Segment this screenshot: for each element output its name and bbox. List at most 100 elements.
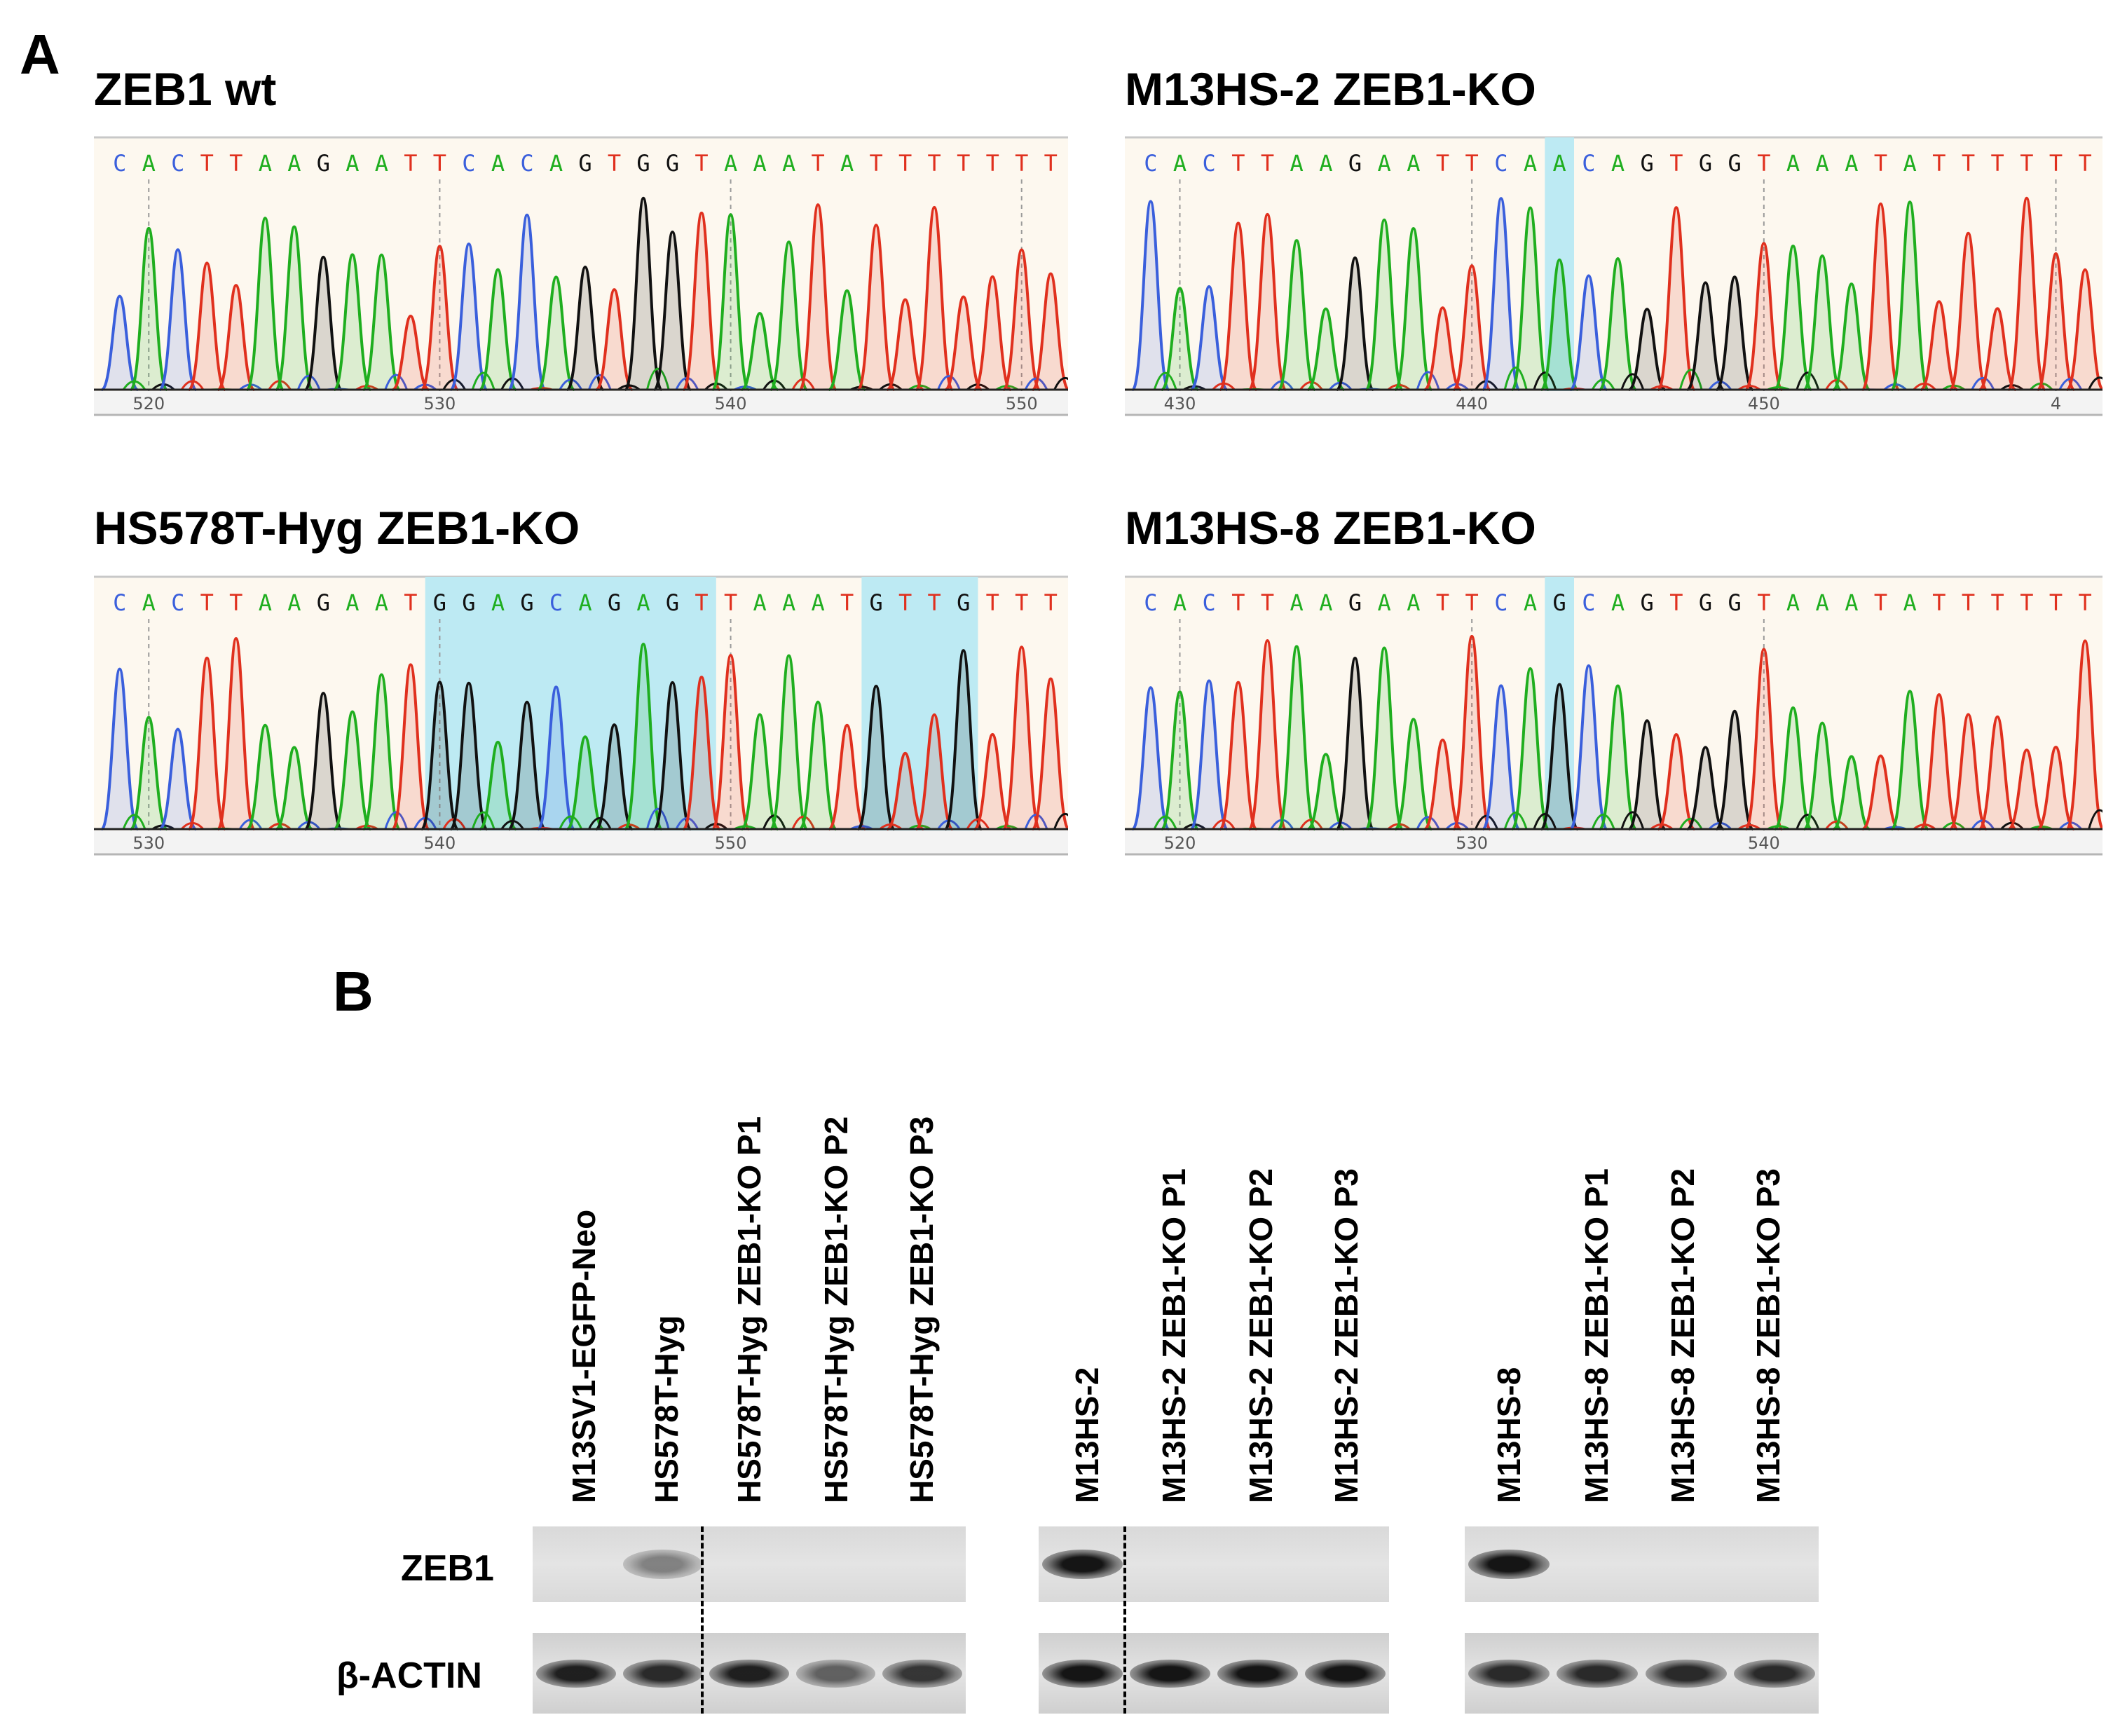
- trace-peak: [624, 196, 663, 391]
- base-call: A: [491, 150, 505, 177]
- position-tick-label: 540: [1748, 833, 1780, 853]
- trace-peak: [187, 261, 226, 391]
- lane-label: M13HS-8 ZEB1-KO P1: [1578, 1168, 1615, 1503]
- base-call: G: [1348, 589, 1362, 616]
- base-call: T: [1015, 589, 1028, 616]
- base-call: C: [1144, 150, 1157, 177]
- trace-peak: [362, 673, 402, 831]
- trace-peak: [1569, 274, 1608, 391]
- trace-peak: [1744, 648, 1784, 831]
- base-call: A: [1845, 150, 1858, 177]
- base-call: A: [259, 150, 272, 177]
- trace-peak: [682, 211, 721, 391]
- trace-peak: [828, 723, 866, 831]
- base-call: A: [1786, 589, 1800, 616]
- trace-peak: [1247, 212, 1287, 391]
- base-call: T: [1669, 150, 1683, 177]
- base-call: T: [2020, 150, 2033, 177]
- base-call: G: [1728, 589, 1742, 616]
- base-call: G: [520, 589, 533, 616]
- base-call: T: [1261, 589, 1274, 616]
- trace-peak: [1002, 645, 1041, 831]
- base-call: C: [171, 589, 184, 616]
- base-call: G: [1728, 150, 1742, 177]
- trace-peak: [594, 723, 634, 831]
- trace-peak: [1832, 755, 1871, 831]
- blot-band: [622, 1550, 703, 1579]
- base-call: A: [375, 150, 388, 177]
- trace-peak: [1685, 281, 1725, 391]
- trace-peak: [1715, 709, 1754, 831]
- base-call: A: [259, 589, 272, 616]
- trace-peak: [1744, 242, 1784, 391]
- trace-peak: [1628, 308, 1667, 391]
- base-call: A: [1903, 589, 1917, 616]
- trace-peak: [1335, 256, 1375, 391]
- trace-peak: [1510, 206, 1550, 391]
- trace-peak: [420, 681, 460, 831]
- trace-peak: [1219, 681, 1258, 831]
- base-call: T: [229, 589, 242, 616]
- trace-peak: [100, 294, 139, 391]
- base-call: G: [1699, 589, 1712, 616]
- base-call: T: [1874, 589, 1887, 616]
- trace-peak: [973, 732, 1012, 831]
- blot-band: [535, 1659, 616, 1688]
- base-call: T: [986, 589, 999, 616]
- trace-peak: [566, 735, 604, 831]
- base-call: G: [433, 589, 446, 616]
- blot-zeb1-group2: [1039, 1526, 1389, 1602]
- splice-divider: [701, 1526, 704, 1714]
- trace-peak: [886, 751, 924, 831]
- base-call: T: [1436, 589, 1449, 616]
- trace-peak: [1482, 197, 1521, 391]
- base-call: A: [578, 589, 591, 616]
- base-call: T: [1757, 589, 1770, 616]
- trace-peak: [536, 685, 576, 831]
- base-call: C: [462, 150, 475, 177]
- base-call: A: [491, 589, 505, 616]
- trace-title-m13hs8-ko: M13HS-8 ZEB1-KO: [1125, 502, 1536, 554]
- lane-label: M13HS-2 ZEB1-KO P3: [1328, 1168, 1365, 1503]
- base-call: A: [142, 150, 156, 177]
- base-call: A: [287, 589, 301, 616]
- base-call: T: [1044, 589, 1058, 616]
- blot-band: [1468, 1550, 1550, 1579]
- base-call: T: [1231, 150, 1245, 177]
- position-tick-label: 530: [132, 833, 165, 853]
- blot-band: [795, 1659, 876, 1688]
- trace-peak: [217, 636, 256, 831]
- base-call: T: [1962, 589, 1975, 616]
- base-call: C: [1582, 589, 1595, 616]
- chromatogram-m13hs2-ko: C A C T T A A G A A T T C A A C A G T G G T A A A T A T T T T T T 430 440 4…: [1125, 132, 2102, 426]
- base-call: A: [724, 150, 737, 177]
- trace-peak: [1773, 706, 1813, 831]
- trace-peak: [2065, 639, 2102, 831]
- trace-peak: [1803, 721, 1842, 831]
- lane-label: M13HS-8 ZEB1-KO P2: [1664, 1168, 1701, 1503]
- base-call: T: [200, 150, 214, 177]
- base-call: A: [1407, 589, 1420, 616]
- trace-peak: [1686, 746, 1725, 831]
- base-call: T: [957, 150, 970, 177]
- base-call: T: [229, 150, 242, 177]
- trace-peak: [769, 654, 809, 831]
- base-call: A: [1816, 589, 1829, 616]
- trace-peak: [1510, 667, 1550, 831]
- panel-a-label: A: [20, 23, 60, 86]
- position-tick-label: 550: [715, 833, 747, 853]
- trace-peak: [856, 685, 896, 831]
- trace-peak: [741, 311, 779, 391]
- trace-peak: [217, 284, 256, 391]
- base-call: T: [1231, 589, 1245, 616]
- blot-actin-group2: [1039, 1633, 1389, 1714]
- trace-peak: [1598, 684, 1638, 831]
- base-call: T: [1991, 589, 2004, 616]
- trace-peak: [769, 240, 809, 391]
- blot-band: [1217, 1659, 1298, 1688]
- base-call: T: [1932, 150, 1946, 177]
- position-tick-label: 540: [424, 833, 456, 853]
- base-call: A: [1319, 150, 1332, 177]
- trace-peak: [1482, 684, 1521, 831]
- base-call: T: [1015, 150, 1028, 177]
